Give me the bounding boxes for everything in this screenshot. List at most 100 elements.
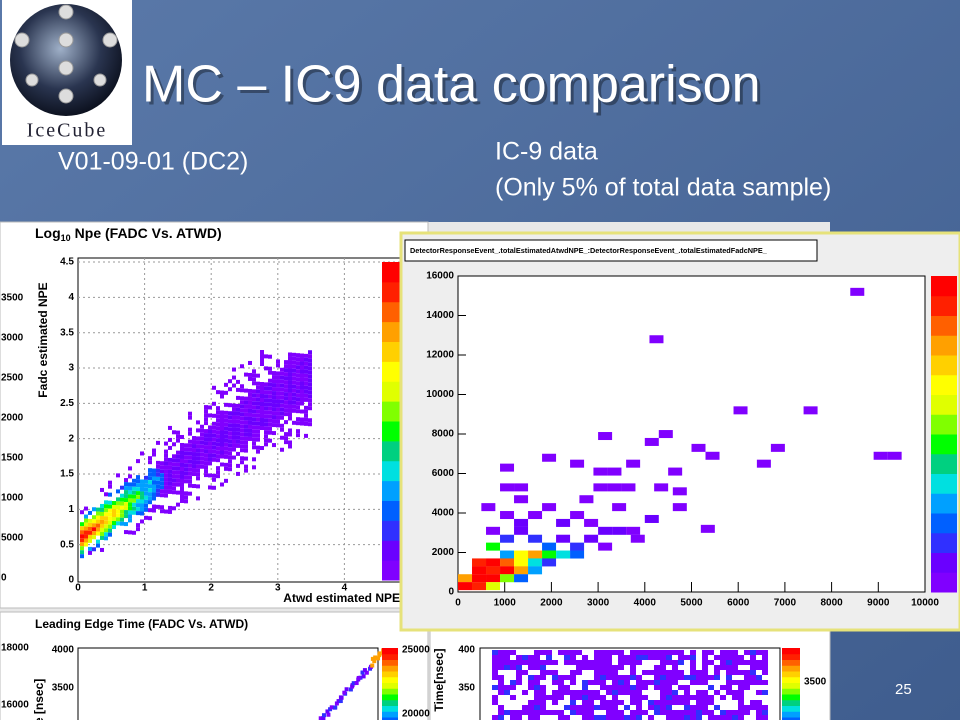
heatmap-cell	[582, 695, 588, 700]
heatmap-cell	[607, 483, 622, 492]
colorbar-cell	[931, 394, 957, 415]
heatmap-cell	[244, 404, 248, 409]
heatmap-cell	[342, 690, 347, 695]
heatmap-cell	[236, 451, 240, 456]
heatmap-cell	[308, 374, 312, 379]
heatmap-cell	[96, 511, 100, 516]
heatmap-cell	[678, 650, 684, 655]
y-tick-label: 400	[458, 645, 475, 656]
heatmap-cell	[528, 710, 534, 715]
heatmap-cell	[570, 700, 576, 705]
heatmap-cell	[714, 690, 720, 695]
heatmap-cell	[228, 443, 232, 448]
heatmap-cell	[212, 421, 216, 426]
heatmap-cell	[528, 511, 543, 520]
heatmap-cell	[164, 493, 168, 498]
heatmap-cell	[500, 534, 515, 543]
heatmap-cell	[296, 397, 300, 402]
heatmap-cell	[120, 501, 124, 506]
heatmap-cell	[100, 531, 104, 536]
heatmap-cell	[288, 368, 292, 373]
heatmap-cell	[136, 459, 140, 464]
heatmap-cell	[492, 675, 498, 680]
heatmap-cell	[184, 447, 188, 452]
heatmap-cell	[373, 655, 378, 660]
heatmap-cell	[252, 405, 256, 410]
heatmap-cell	[140, 503, 144, 508]
heatmap-cell	[321, 713, 326, 718]
heatmap-cell	[204, 473, 208, 478]
heatmap-cell	[232, 427, 236, 432]
heatmap-cell	[96, 515, 100, 520]
heatmap-cell	[128, 486, 132, 491]
heatmap-cell	[224, 434, 228, 439]
heatmap-cell	[588, 715, 594, 720]
heatmap-cell	[264, 398, 268, 403]
heatmap-cell	[564, 705, 570, 710]
heatmap-cell	[552, 710, 558, 715]
heatmap-cell	[248, 416, 252, 421]
heatmap-cell	[300, 401, 304, 406]
heatmap-cell	[648, 705, 654, 710]
heatmap-cell	[514, 518, 529, 527]
heatmap-cell	[268, 370, 272, 375]
heatmap-cell	[216, 426, 220, 431]
heatmap-cell	[136, 503, 140, 508]
heatmap-cell	[714, 670, 720, 675]
heatmap-cell	[481, 503, 496, 512]
side-tick-label: 1500	[1, 453, 24, 464]
heatmap-cell	[172, 490, 176, 495]
heatmap-cell	[248, 420, 252, 425]
heatmap-cell	[654, 705, 660, 710]
heatmap-cell	[304, 381, 308, 386]
heatmap-cell	[630, 665, 636, 670]
heatmap-cell	[300, 365, 304, 370]
heatmap-cell	[108, 492, 112, 497]
heatmap-cell	[540, 650, 546, 655]
heatmap-cell	[276, 379, 280, 384]
heatmap-cell	[160, 469, 164, 474]
heatmap-cell	[92, 531, 96, 536]
heatmap-cell	[140, 479, 144, 484]
heatmap-cell	[594, 695, 600, 700]
colorbar-cell	[931, 473, 957, 494]
heatmap-cell	[252, 401, 256, 406]
heatmap-cell	[696, 705, 702, 710]
heatmap-cell	[600, 655, 606, 660]
heatmap-cell	[212, 385, 216, 390]
heatmap-cell	[220, 410, 224, 415]
heatmap-cell	[514, 558, 529, 567]
heatmap-cell	[172, 482, 176, 487]
heatmap-cell	[84, 514, 88, 519]
heatmap-cell	[642, 695, 648, 700]
heatmap-cell	[88, 510, 92, 515]
heatmap-cell	[528, 550, 543, 559]
heatmap-cell	[268, 426, 272, 431]
colorbar-cell	[382, 281, 400, 303]
heatmap-cell	[208, 449, 212, 454]
heatmap-cell	[500, 550, 515, 559]
heatmap-cell	[168, 477, 172, 482]
heatmap-cell	[256, 429, 260, 434]
heatmap-cell	[612, 503, 627, 512]
colorbar-cell	[782, 648, 800, 655]
heatmap-cell	[284, 396, 288, 401]
heatmap-cell	[552, 660, 558, 665]
heatmap-cell	[256, 449, 260, 454]
heatmap-cell	[92, 527, 96, 532]
heatmap-cell	[252, 445, 256, 450]
heatmap-cell	[248, 404, 252, 409]
heatmap-cell	[542, 503, 557, 512]
heatmap-cell	[152, 448, 156, 453]
heatmap-cell	[228, 463, 232, 468]
heatmap-cell	[660, 675, 666, 680]
heatmap-cell	[204, 413, 208, 418]
heatmap-cell	[612, 675, 618, 680]
heatmap-cell	[148, 508, 152, 513]
heatmap-cell	[594, 675, 600, 680]
heatmap-cell	[116, 497, 120, 502]
heatmap-cell	[272, 419, 276, 424]
heatmap-cell	[296, 353, 300, 358]
heatmap-cell	[248, 396, 252, 401]
heatmap-cell	[200, 464, 204, 469]
